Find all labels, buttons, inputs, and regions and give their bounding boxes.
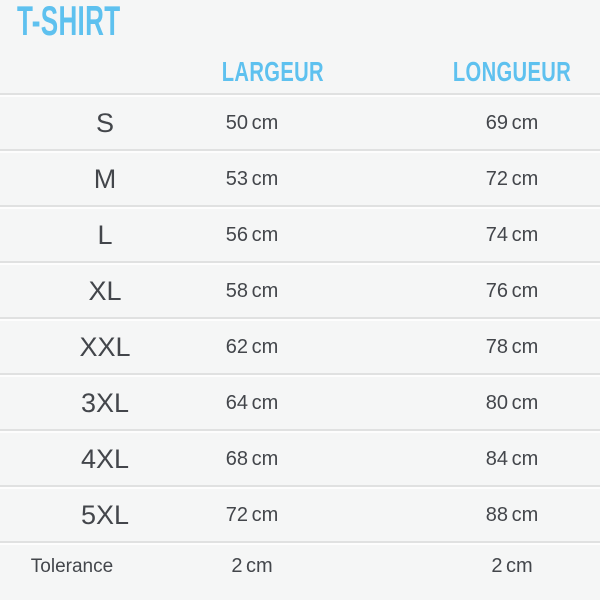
- largeur-cell: 56 cm: [225, 223, 279, 246]
- table-row: 3XL 64 cm 80 cm: [0, 377, 600, 429]
- row-divider: [0, 541, 600, 545]
- longueur-cell: 80 cm: [485, 391, 539, 414]
- size-cell: Tolerance: [30, 555, 114, 577]
- row-divider: [0, 205, 600, 209]
- longueur-cell: 72 cm: [485, 167, 539, 190]
- table-header-row: LARGEUR LONGUEUR: [0, 0, 600, 93]
- table-row: M 53 cm 72 cm: [0, 153, 600, 205]
- largeur-cell: 62 cm: [225, 335, 279, 358]
- table-row: XXL 62 cm 78 cm: [0, 321, 600, 373]
- table-row: L 56 cm 74 cm: [0, 209, 600, 261]
- longueur-cell: 69 cm: [485, 111, 539, 134]
- row-divider: [0, 93, 600, 97]
- largeur-cell: 50 cm: [225, 111, 279, 134]
- longueur-cell: 76 cm: [485, 279, 539, 302]
- table-row: XL 58 cm 76 cm: [0, 265, 600, 317]
- table-body: S 50 cm 69 cm M 53 cm 72 cm L 56 cm 74 cm XL 58 cm…: [0, 93, 600, 588]
- size-cell: XL: [88, 275, 122, 306]
- row-divider: [0, 373, 600, 377]
- table-row: 5XL 72 cm 88 cm: [0, 489, 600, 541]
- largeur-cell: 2 cm: [231, 555, 273, 577]
- row-divider: [0, 317, 600, 321]
- longueur-cell: 78 cm: [485, 335, 539, 358]
- table-row: 4XL 68 cm 84 cm: [0, 433, 600, 485]
- longueur-cell: 74 cm: [485, 223, 539, 246]
- largeur-cell: 68 cm: [225, 447, 279, 470]
- size-cell: L: [97, 219, 113, 250]
- longueur-cell: 88 cm: [485, 503, 539, 526]
- row-divider: [0, 485, 600, 489]
- largeur-cell: 72 cm: [225, 503, 279, 526]
- longueur-column-header: LONGUEUR: [452, 56, 572, 87]
- largeur-cell: 64 cm: [225, 391, 279, 414]
- longueur-cell: 84 cm: [485, 447, 539, 470]
- longueur-cell: 2 cm: [491, 555, 533, 577]
- row-divider: [0, 429, 600, 433]
- size-cell: 4XL: [80, 443, 130, 474]
- table-row: S 50 cm 69 cm: [0, 97, 600, 149]
- table-row: Tolerance 2 cm 2 cm: [0, 545, 600, 588]
- page-title: T-SHIRT: [17, 0, 121, 44]
- largeur-cell: 53 cm: [225, 167, 279, 190]
- largeur-column-header: LARGEUR: [221, 56, 324, 87]
- row-divider: [0, 261, 600, 265]
- largeur-cell: 58 cm: [225, 279, 279, 302]
- size-cell: S: [95, 107, 114, 138]
- size-cell: XXL: [79, 331, 131, 362]
- size-cell: 5XL: [80, 499, 130, 530]
- size-cell: 3XL: [80, 387, 130, 418]
- row-divider: [0, 149, 600, 153]
- size-cell: M: [93, 163, 117, 194]
